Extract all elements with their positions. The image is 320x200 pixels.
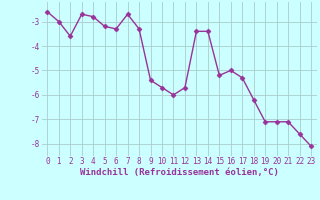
X-axis label: Windchill (Refroidissement éolien,°C): Windchill (Refroidissement éolien,°C) [80,168,279,177]
